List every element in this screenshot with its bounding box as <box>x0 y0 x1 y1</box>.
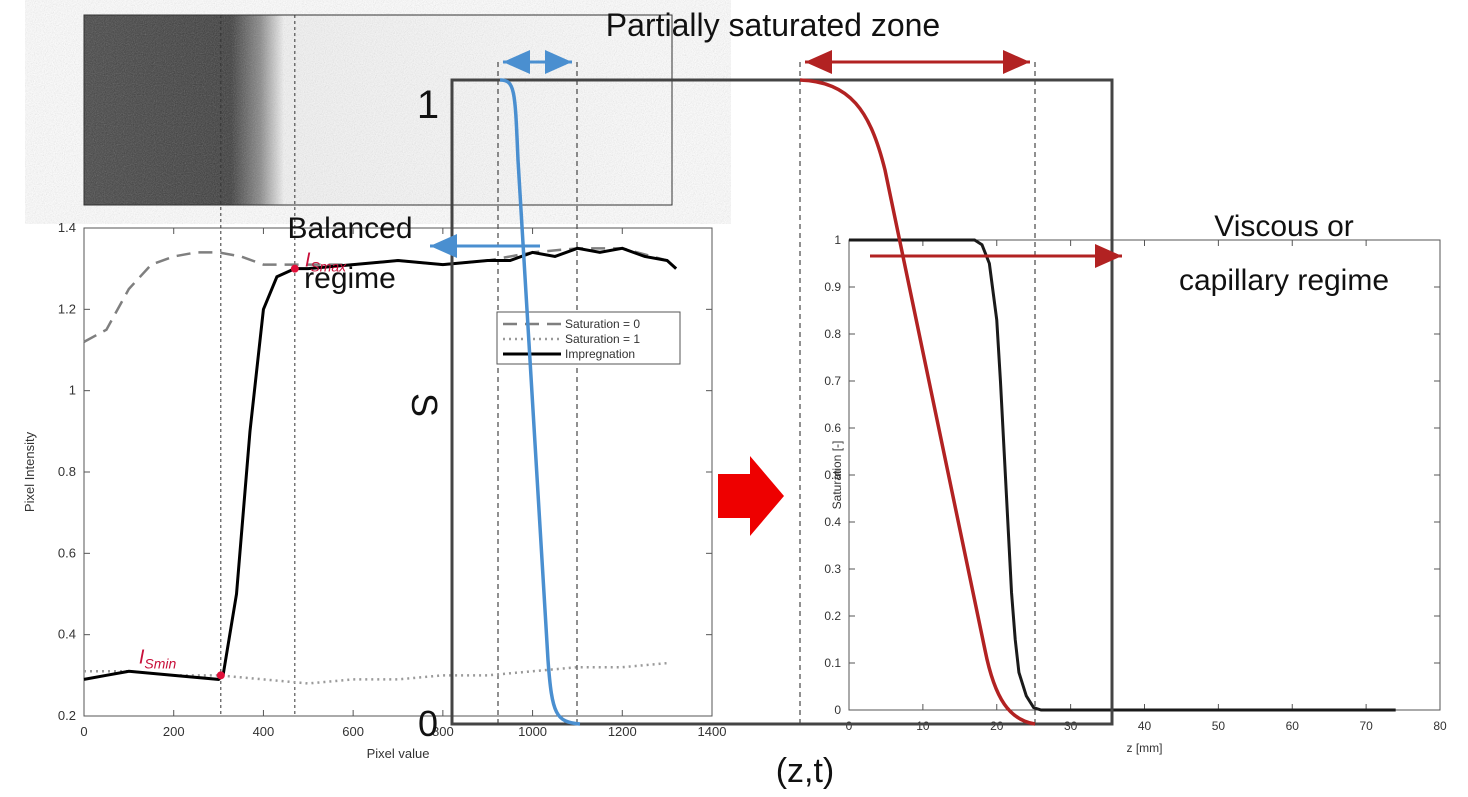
y-tick-label: 0.2 <box>58 708 76 723</box>
schematic-y-min: 0 <box>418 703 438 744</box>
point-label-sub: Smax <box>310 259 347 275</box>
y-tick-label: 1.4 <box>58 220 76 235</box>
y-tick-label: 1 <box>834 233 841 247</box>
y-tick-label: 0.4 <box>58 627 76 642</box>
y-tick-label: 0.6 <box>58 545 76 560</box>
x-tick-label: 30 <box>1064 719 1078 733</box>
schematic-title: Partially saturated zone <box>606 7 940 43</box>
y-tick-label: 0.6 <box>824 421 841 435</box>
y-tick-label: 0.8 <box>58 464 76 479</box>
plot-frame <box>848 239 1441 711</box>
regime-label: Balanced <box>287 212 412 245</box>
schematic-curve-red <box>799 78 1036 726</box>
x-tick-label: 0 <box>846 719 853 733</box>
x-tick-label: 40 <box>1138 719 1152 733</box>
x-tick-label: 60 <box>1286 719 1300 733</box>
regime-label: Viscous or <box>1214 210 1354 243</box>
y-tick-label: 0.2 <box>824 609 841 623</box>
x-tick-label: 800 <box>432 724 454 739</box>
regime-label: capillary regime <box>1179 264 1389 297</box>
point-label-main: I <box>305 250 311 272</box>
point-label-sub: Smin <box>144 655 176 671</box>
series-line <box>83 247 677 343</box>
y-tick-label: 1 <box>69 383 76 398</box>
schematic-y-max: 1 <box>417 83 439 127</box>
schematic-y-label: S <box>404 393 445 417</box>
y-tick-label: 0.1 <box>824 656 841 670</box>
y-tick-label: 0.8 <box>824 327 841 341</box>
legend-label: Saturation = 0 <box>565 317 640 331</box>
plot: 0 10 20 30 40 50 60 70 80 0 0.1 0.2 0.3 0.4 0.5 0.6 0.7 0… <box>824 233 1447 755</box>
y-tick-label: 0 <box>834 703 841 717</box>
legend-label: Saturation = 1 <box>565 332 640 346</box>
x-tick-label: 80 <box>1433 719 1447 733</box>
schematic-x-label: (z,t) <box>776 752 835 790</box>
point-label: ISmin <box>139 646 177 671</box>
x-tick-label: 600 <box>342 724 364 739</box>
schematic-curve-blue <box>499 78 581 726</box>
sample-image <box>83 14 673 206</box>
x-tick-label: 0 <box>80 724 87 739</box>
regime-label: regime <box>304 262 396 295</box>
y-tick-label: 0.7 <box>824 374 841 388</box>
y-tick-label: 0.5 <box>824 468 841 482</box>
series-line <box>83 246 678 681</box>
transition-arrow <box>718 456 784 536</box>
x-tick-label: 20 <box>990 719 1004 733</box>
schematic: Partially saturated zone <box>497 7 1036 724</box>
series-line <box>849 238 1396 712</box>
y-tick-label: 0.9 <box>824 280 841 294</box>
x-tick-label: 400 <box>253 724 275 739</box>
x-tick-label: 1400 <box>698 724 727 739</box>
y-axis-label: Pixel Intensity <box>22 431 37 512</box>
x-tick-label: 50 <box>1212 719 1226 733</box>
x-tick-label: 200 <box>163 724 185 739</box>
plot-frame <box>83 227 713 717</box>
y-tick-label: 0.3 <box>824 562 841 576</box>
point-label: ISmax <box>305 250 347 275</box>
legend-label: Impregnation <box>565 347 635 361</box>
marker-point <box>290 264 299 273</box>
marker-point <box>216 671 225 680</box>
plot: 0 200 400 600 800 1000 1200 1400 0.2 0.4 0.6 0.8 1 1.… <box>22 15 726 761</box>
x-tick-label: 1000 <box>518 724 547 739</box>
x-tick-label: 1200 <box>608 724 637 739</box>
x-tick-label: 70 <box>1359 719 1373 733</box>
x-axis-label: z [mm] <box>1127 741 1163 755</box>
x-tick-label: 10 <box>916 719 930 733</box>
schematic-frame <box>450 78 1114 726</box>
y-axis-label: Saturation [-] <box>830 441 844 510</box>
point-label-main: I <box>139 646 145 668</box>
y-tick-label: 1.2 <box>58 301 76 316</box>
y-tick-label: 0.4 <box>824 515 841 529</box>
x-axis-label: Pixel value <box>367 746 430 761</box>
